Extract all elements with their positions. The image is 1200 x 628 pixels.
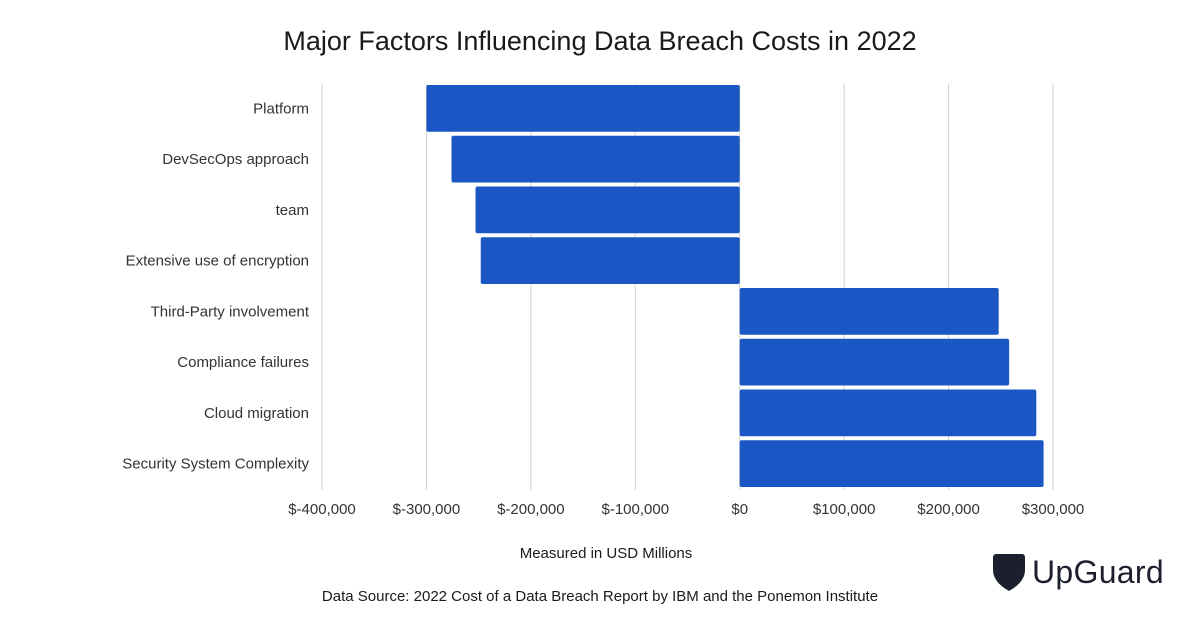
category-labels: Platform DevSecOps approach team Extensive … xyxy=(122,100,310,472)
x-tick-label: $300,000 xyxy=(1022,501,1085,518)
bar xyxy=(739,440,1044,487)
category-label: Third-Party involvement xyxy=(151,303,310,320)
bar xyxy=(426,85,740,132)
bar xyxy=(475,186,740,234)
x-tick-label: $-300,000 xyxy=(393,501,461,518)
x-tick-labels: $-400,000 $-300,000 $-200,000 $-100,000 $0 $1… xyxy=(288,501,1084,518)
category-label: team xyxy=(276,202,309,219)
x-tick-label: $0 xyxy=(731,501,748,518)
x-axis-label: Measured in USD Millions xyxy=(519,545,693,562)
brand-name: UpGuard xyxy=(1032,553,1164,590)
x-tick-label: $-100,000 xyxy=(602,501,670,518)
chart-title: Major Factors Influencing Data Breach Co… xyxy=(283,26,917,56)
upguard-logo: UpGuard xyxy=(992,550,1164,594)
category-label: Security System Complexity xyxy=(122,456,309,473)
data-source-note: Data Source: 2022 Cost of a Data Breach … xyxy=(321,588,879,605)
bars xyxy=(426,85,1044,487)
x-tick-label: $100,000 xyxy=(813,501,876,518)
bar xyxy=(739,288,999,335)
bar xyxy=(451,135,740,183)
category-label: Platform xyxy=(253,100,309,117)
category-label: Compliance failures xyxy=(177,354,309,371)
bar xyxy=(739,389,1037,437)
category-label: Cloud migration xyxy=(204,405,309,422)
upguard-shield-icon xyxy=(993,554,1025,591)
bar xyxy=(739,338,1010,386)
category-label: DevSecOps approach xyxy=(162,151,309,168)
x-tick-label: $200,000 xyxy=(917,501,980,518)
bar xyxy=(480,237,740,284)
x-tick-label: $-400,000 xyxy=(288,501,356,518)
x-tick-label: $-200,000 xyxy=(497,501,565,518)
category-label: Extensive use of encryption xyxy=(126,253,309,270)
